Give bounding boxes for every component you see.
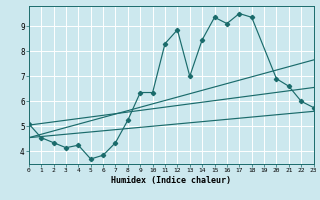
X-axis label: Humidex (Indice chaleur): Humidex (Indice chaleur) bbox=[111, 176, 231, 185]
